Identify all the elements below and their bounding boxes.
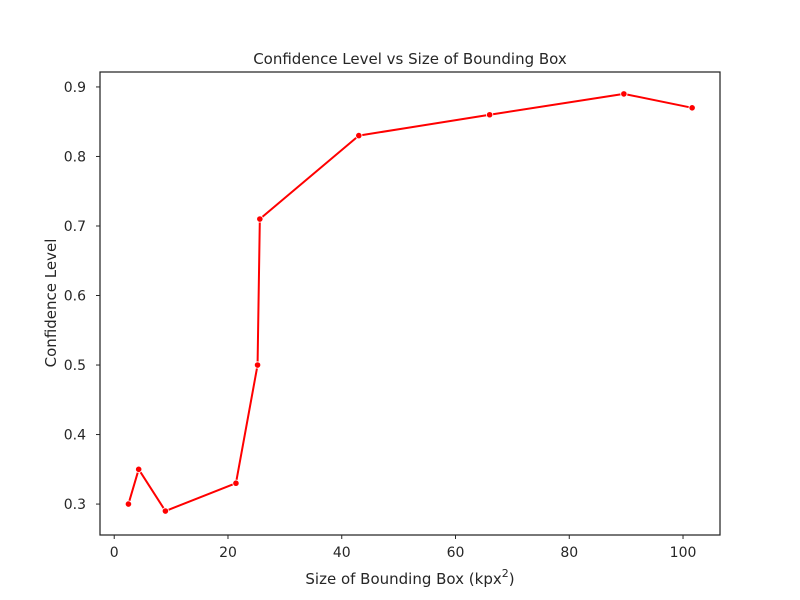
- y-tick-label: 0.7: [64, 219, 86, 235]
- chart-title: Confidence Level vs Size of Bounding Box: [253, 50, 567, 68]
- x-tick-label: 0: [110, 545, 119, 561]
- x-tick-label: 60: [447, 545, 465, 561]
- x-axis-title-main: Size of Bounding Box (kpx: [305, 570, 501, 588]
- y-tick-label: 0.9: [64, 80, 86, 96]
- x-tick-label: 40: [333, 545, 351, 561]
- y-tick-label: 0.4: [64, 428, 86, 444]
- y-axis: 0.3 0.4 0.5 0.6 0.7 0.8 0.9: [64, 80, 100, 513]
- data-point: [355, 132, 363, 140]
- x-tick-label: 80: [560, 545, 578, 561]
- data-point: [486, 111, 494, 119]
- data-point: [620, 90, 628, 98]
- x-tick-label: 100: [670, 545, 697, 561]
- x-axis-title-superscript: 2: [502, 567, 509, 580]
- x-axis: 0 20 40 60 80 100: [110, 535, 697, 561]
- x-axis-title: Size of Bounding Box (kpx2): [305, 567, 514, 588]
- series-layer: [124, 90, 696, 515]
- y-axis-title: Confidence Level: [42, 239, 60, 368]
- data-point: [135, 465, 143, 473]
- data-point: [688, 104, 696, 112]
- data-point: [161, 507, 170, 515]
- x-axis-title-end: ): [509, 570, 515, 588]
- y-tick-label: 0.5: [64, 358, 86, 374]
- y-tick-label: 0.8: [64, 149, 86, 165]
- data-point: [256, 215, 264, 223]
- y-tick-label: 0.3: [64, 497, 86, 513]
- y-tick-label: 0.6: [64, 289, 86, 305]
- data-point: [124, 500, 133, 508]
- data-point: [232, 479, 240, 487]
- x-tick-label: 20: [219, 545, 237, 561]
- series-line: [127, 92, 693, 513]
- plot-area-frame: [99, 71, 721, 536]
- data-point: [253, 361, 262, 369]
